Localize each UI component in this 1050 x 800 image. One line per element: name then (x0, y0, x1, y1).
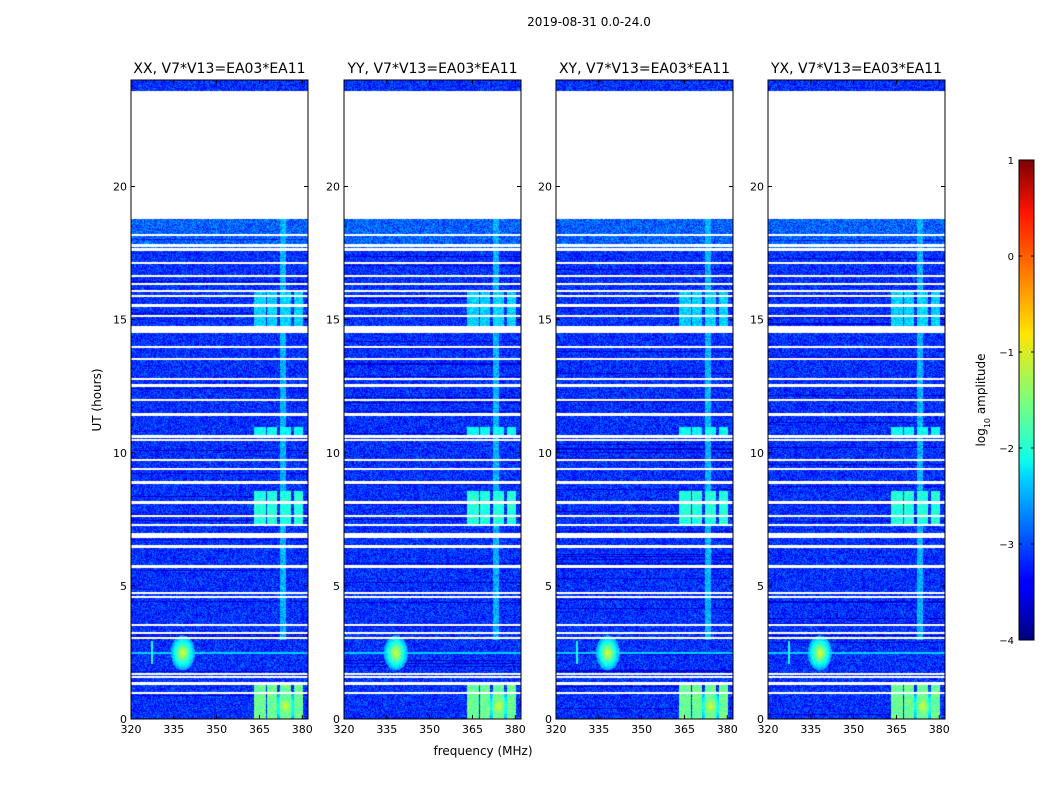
y-tick-label: 10 (113, 447, 127, 460)
y-tick-label: 0 (333, 713, 340, 726)
colorbar-tick-label: 1 (1008, 156, 1014, 167)
panel-title: YX, V7*V13=EA03*EA11 (770, 61, 942, 77)
panel-title: XX, V7*V13=EA03*EA11 (133, 61, 305, 77)
x-tick-label: 335 (163, 723, 184, 736)
panel-title: YY, V7*V13=EA03*EA11 (346, 61, 517, 77)
heatmap-image (768, 80, 945, 719)
x-tick-label: 380 (929, 723, 950, 736)
x-tick-label: 350 (419, 723, 440, 736)
panel-yy: YY, V7*V13=EA03*EA11 320 335 350 365 380 0 5 10 1… (326, 61, 526, 736)
x-tick-label: 350 (631, 723, 652, 736)
panel-title: XY, V7*V13=EA03*EA11 (559, 61, 730, 77)
colorbar-label-main: log (974, 428, 988, 446)
y-tick-label: 10 (326, 447, 340, 460)
y-tick-label: 20 (113, 181, 127, 194)
x-tick-label: 380 (717, 723, 738, 736)
y-tick-label: 5 (333, 580, 340, 593)
colorbar: 10−1−2−3−4 log10 amplitude (974, 156, 1035, 647)
x-tick-label: 350 (206, 723, 227, 736)
x-tick-label: 350 (843, 723, 864, 736)
y-tick-label: 15 (750, 314, 764, 327)
colorbar-label-subscript: 10 (983, 418, 992, 428)
y-tick-label: 0 (545, 713, 552, 726)
panel-xx: XX, V7*V13=EA03*EA11 320 335 350 365 380 0 5 10 1… (113, 61, 313, 736)
colorbar-label: log10 amplitude (974, 354, 992, 447)
heatmap-image (344, 80, 521, 719)
y-tick-label: 15 (326, 314, 340, 327)
y-tick-label: 5 (120, 580, 127, 593)
y-tick-label: 10 (750, 447, 764, 460)
heatmap-image (131, 80, 308, 719)
colorbar-tick-label: −2 (999, 444, 1014, 455)
y-tick-label: 5 (545, 580, 552, 593)
figure-suptitle: 2019-08-31 0.0-24.0 (527, 15, 651, 29)
x-axis-label: frequency (MHz) (433, 744, 532, 758)
colorbar-tick-label: −1 (999, 348, 1014, 359)
plot-frame (767, 79, 946, 720)
heatmap-image (556, 80, 733, 719)
y-tick-label: 15 (113, 314, 127, 327)
x-tick-label: 365 (674, 723, 695, 736)
x-tick-label: 335 (588, 723, 609, 736)
y-tick-label: 20 (750, 181, 764, 194)
x-tick-label: 380 (292, 723, 313, 736)
x-tick-label: 320 (546, 723, 567, 736)
y-tick-label: 15 (538, 314, 552, 327)
x-tick-label: 320 (121, 723, 142, 736)
y-tick-label: 5 (757, 580, 764, 593)
y-tick-label: 20 (538, 181, 552, 194)
y-tick-label: 0 (120, 713, 127, 726)
plot-frame (555, 79, 734, 720)
x-tick-label: 380 (505, 723, 526, 736)
colorbar-tick-label: 0 (1008, 252, 1014, 263)
colorbar-tick-label: −4 (999, 636, 1014, 647)
colorbar-ticks: 1 0 −1 −2 −3 −4 (999, 156, 1034, 647)
panel-yx: YX, V7*V13=EA03*EA11 320 335 350 365 380 0 5 10 1… (750, 61, 950, 736)
x-tick-label: 335 (376, 723, 397, 736)
x-tick-label: 320 (758, 723, 779, 736)
y-tick-label: 0 (757, 713, 764, 726)
panel-xy: XY, V7*V13=EA03*EA11 320 335 350 365 380 0 5 10 1… (538, 61, 738, 736)
y-tick-label: 10 (538, 447, 552, 460)
plot-frame (343, 79, 522, 720)
x-tick-label: 365 (462, 723, 483, 736)
colorbar-tick-label: −3 (999, 540, 1014, 551)
x-tick-label: 365 (886, 723, 907, 736)
x-tick-label: 335 (800, 723, 821, 736)
y-tick-label: 20 (326, 181, 340, 194)
panels-group: XX, V7*V13=EA03*EA11 320 335 350 365 380 0 5 10 1… (113, 61, 950, 736)
y-axis-label: UT (hours) (90, 368, 104, 431)
plot-frame (130, 79, 309, 720)
x-tick-label: 320 (334, 723, 355, 736)
x-tick-label: 365 (249, 723, 270, 736)
colorbar-label-rest: amplitude (974, 354, 988, 418)
colorbar-gradient (1018, 159, 1035, 641)
